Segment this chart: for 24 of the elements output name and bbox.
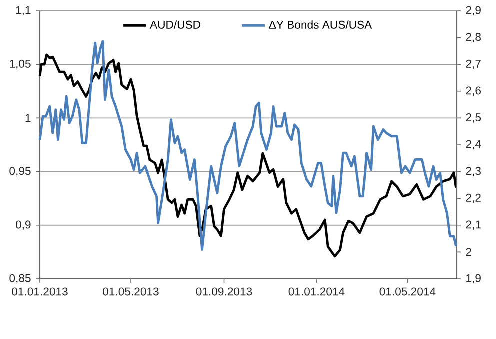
y2-tick-label: 2,4 [466, 140, 482, 150]
y2-tick-label: 2,5 [466, 114, 481, 123]
y2-tick-label: 1,9 [466, 274, 481, 284]
x-tick-label: 01.05.2013 [103, 288, 159, 296]
x-tick-label: 01.09.2013 [196, 288, 252, 296]
legend-label: AUD/USD [150, 20, 200, 29]
y-tick-label: 1 [26, 114, 31, 122]
x-tick-label: 01.01.2013 [12, 288, 68, 296]
x-tick-label: 01.01.2014 [288, 288, 345, 296]
y-tick-label: 0,95 [10, 167, 31, 176]
y2-tick-label: 2,2 [466, 194, 481, 204]
y-tick-label: 0,85 [10, 274, 31, 284]
y2-tick-label: 2 [466, 248, 472, 256]
y2-tick-label: 2,3 [466, 167, 481, 176]
y2-tick-label: 2,7 [466, 60, 481, 70]
y-tick-label: 1,1 [16, 6, 31, 16]
y2-tick-label: 2,9 [466, 6, 481, 16]
y2-tick-label: 2,6 [466, 86, 481, 96]
y-tick-label: 1,05 [10, 60, 31, 70]
y2-tick-label: 2,1 [466, 220, 481, 230]
x-tick-label: 01.05.2014 [380, 288, 436, 296]
y2-tick-label: 2,8 [466, 33, 481, 42]
legend-label: ΔY Bonds AUS/USA [269, 20, 372, 29]
y-tick-label: 0,9 [16, 220, 31, 230]
